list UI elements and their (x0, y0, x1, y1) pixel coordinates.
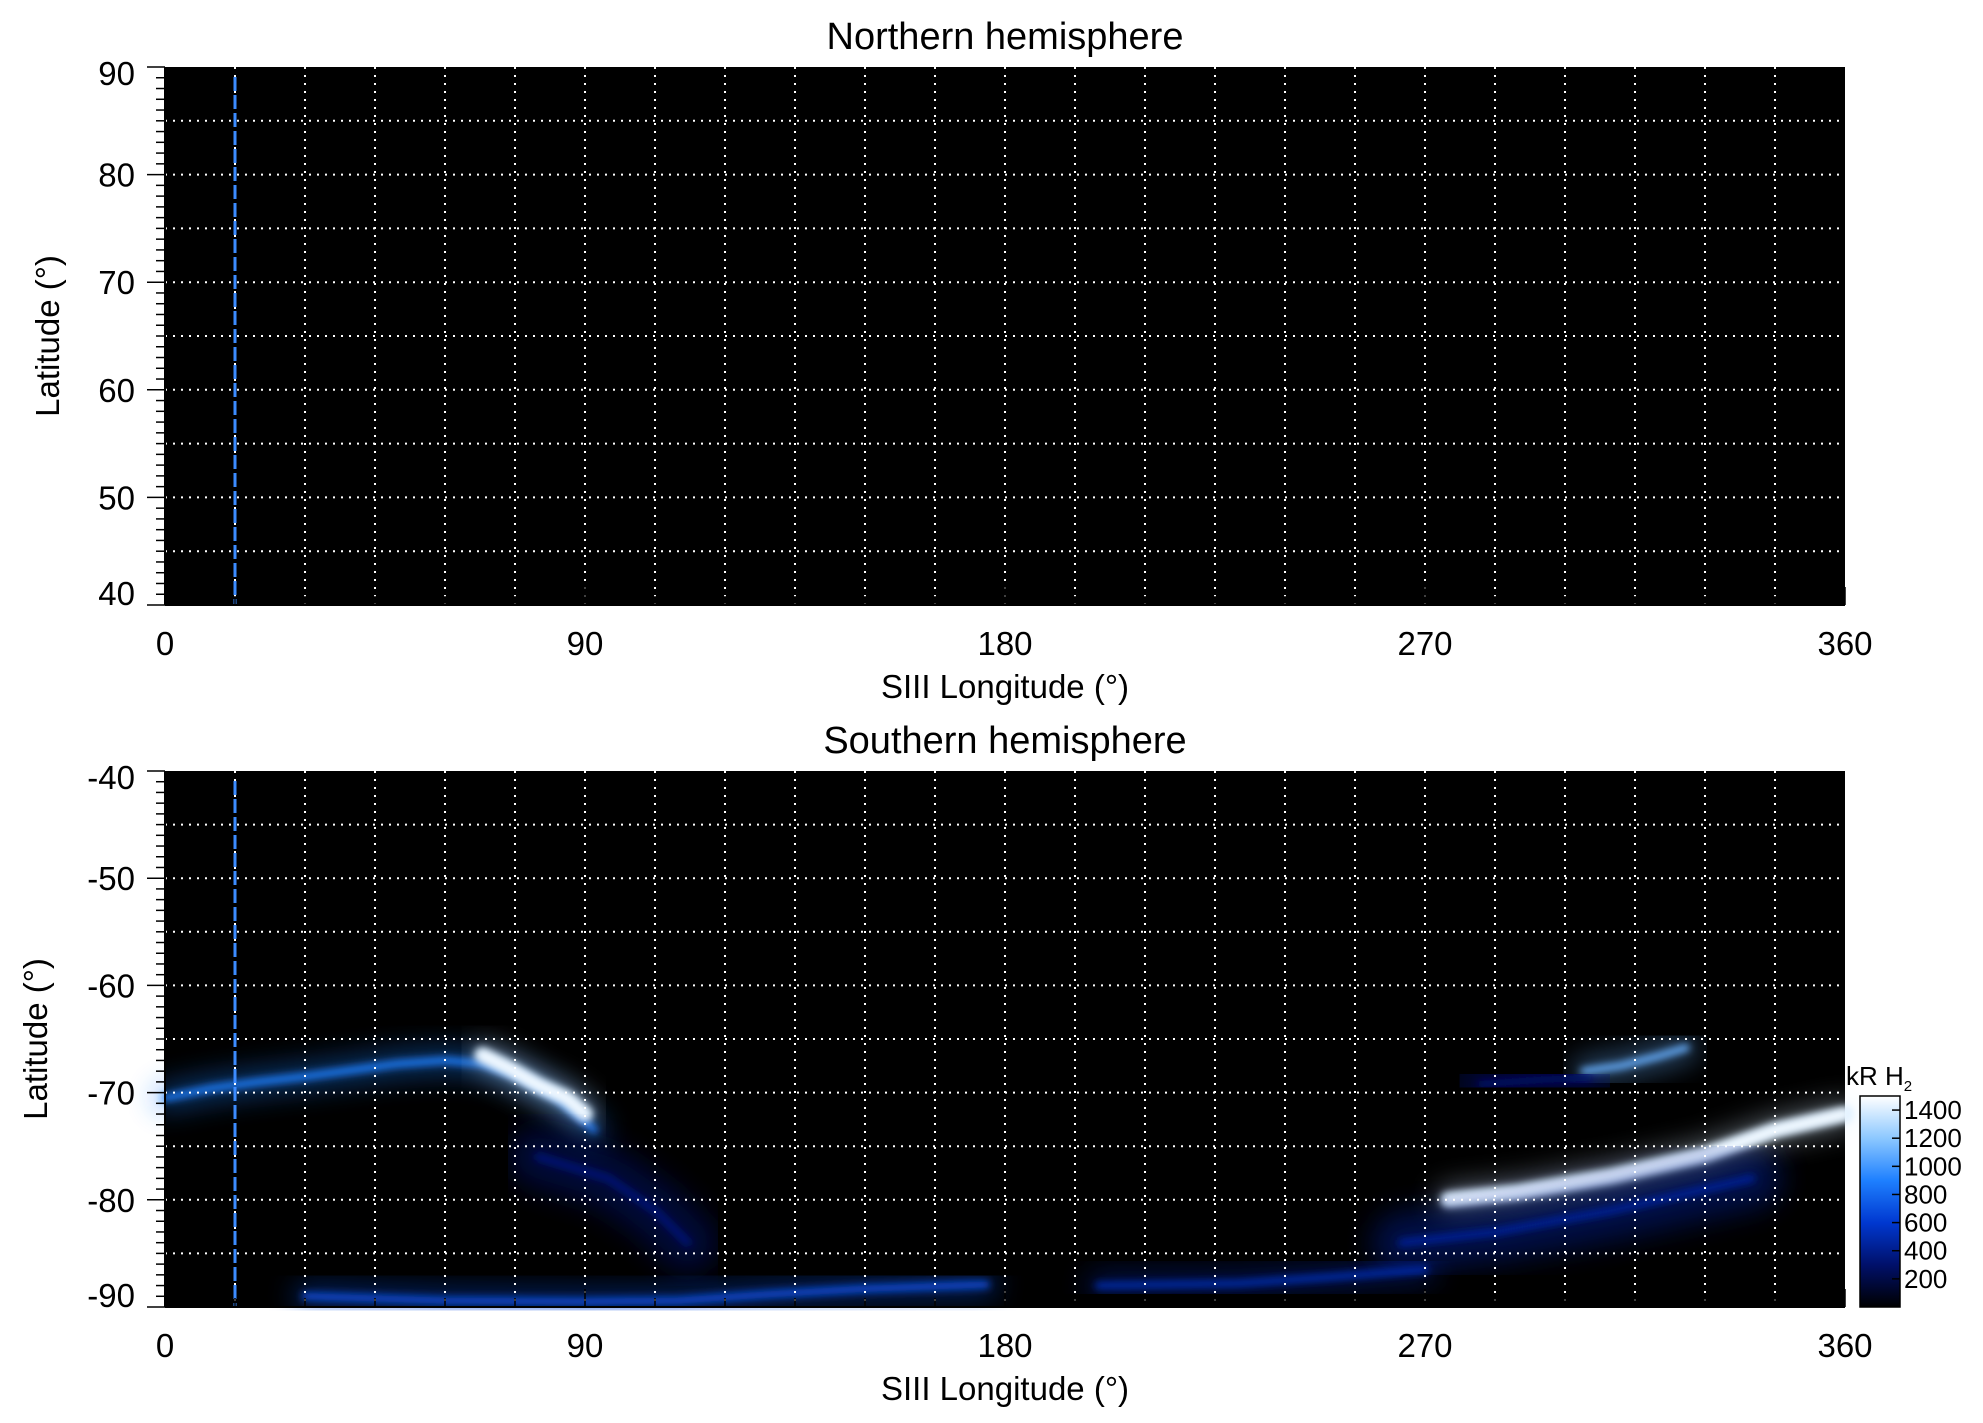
colorbar-tick-label: 1000 (1904, 1151, 1962, 1181)
x-tick-label: 0 (156, 1327, 174, 1364)
x-tick-label: 0 (156, 625, 174, 662)
x-tick-label: 270 (1397, 1327, 1452, 1364)
emission-core (1445, 1111, 1848, 1203)
x-tick-label: 90 (567, 1327, 604, 1364)
y-tick-label: 50 (98, 479, 135, 516)
x-tick-label: 360 (1817, 625, 1872, 662)
northern-y-ticks: 90 80 70 60 50 40 (98, 55, 165, 612)
emission-core (479, 1052, 588, 1117)
y-tick-label: -80 (87, 1182, 135, 1219)
colorbar-tick-label: 600 (1904, 1208, 1947, 1238)
southern-title: Southern hemisphere (823, 720, 1186, 762)
y-tick-label: -60 (87, 967, 135, 1004)
colorbar-tick-label: 1400 (1904, 1095, 1962, 1125)
northern-title: Northern hemisphere (827, 16, 1184, 58)
northern-y-label: Latitude (°) (29, 255, 66, 417)
southern-grid (165, 771, 1845, 1307)
northern-panel: Northern hemisphere 90 80 70 60 50 40 0 90 180 2… (29, 16, 1873, 705)
emission-band (534, 1153, 692, 1247)
x-tick-label: 270 (1397, 625, 1452, 662)
colorbar-tick-label: 1200 (1904, 1123, 1962, 1153)
emission-band (1477, 1074, 1592, 1088)
emission-band (1094, 1266, 1429, 1290)
y-tick-label: -90 (87, 1277, 135, 1314)
y-tick-label: -50 (87, 860, 135, 897)
colorbar-unit: kR H2 (1846, 1061, 1912, 1095)
y-tick-label: 40 (98, 575, 135, 612)
y-tick-label: -40 (87, 759, 135, 796)
emission-band (1398, 1174, 1756, 1247)
colorbar-tick-label: 400 (1904, 1236, 1947, 1266)
y-tick-label: -70 (87, 1075, 135, 1112)
x-tick-label: 90 (567, 625, 604, 662)
x-tick-label: 180 (977, 625, 1032, 662)
southern-x-ticks: 0 90 180 270 360 (156, 1289, 1873, 1364)
colorbar-unit-subscript: 2 (1904, 1078, 1912, 1095)
y-tick-label: 90 (98, 55, 135, 92)
southern-panel: Southern hemisphere -40 -50 -60 -70 -80 -90 0… (17, 720, 1873, 1407)
colorbar-unit-text: kR H (1846, 1061, 1904, 1091)
southern-y-ticks: -40 -50 -60 -70 -80 -90 (87, 759, 165, 1314)
y-tick-label: 60 (98, 372, 135, 409)
northern-grid (165, 67, 1845, 605)
northern-x-ticks: 0 90 180 270 360 (156, 587, 1873, 662)
y-tick-label: 70 (98, 264, 135, 301)
northern-x-label: SIII Longitude (°) (881, 668, 1129, 705)
southern-y-label: Latitude (°) (17, 958, 54, 1120)
x-tick-label: 180 (977, 1327, 1032, 1364)
southern-x-label: SIII Longitude (°) (881, 1370, 1129, 1407)
colorbar-tick-label: 200 (1904, 1264, 1947, 1294)
y-tick-label: 80 (98, 157, 135, 194)
colorbar-tick-label: 800 (1904, 1179, 1947, 1209)
southern-emission-layer (153, 1035, 1857, 1314)
colorbar-gradient (1859, 1095, 1901, 1308)
x-tick-label: 360 (1817, 1327, 1872, 1364)
